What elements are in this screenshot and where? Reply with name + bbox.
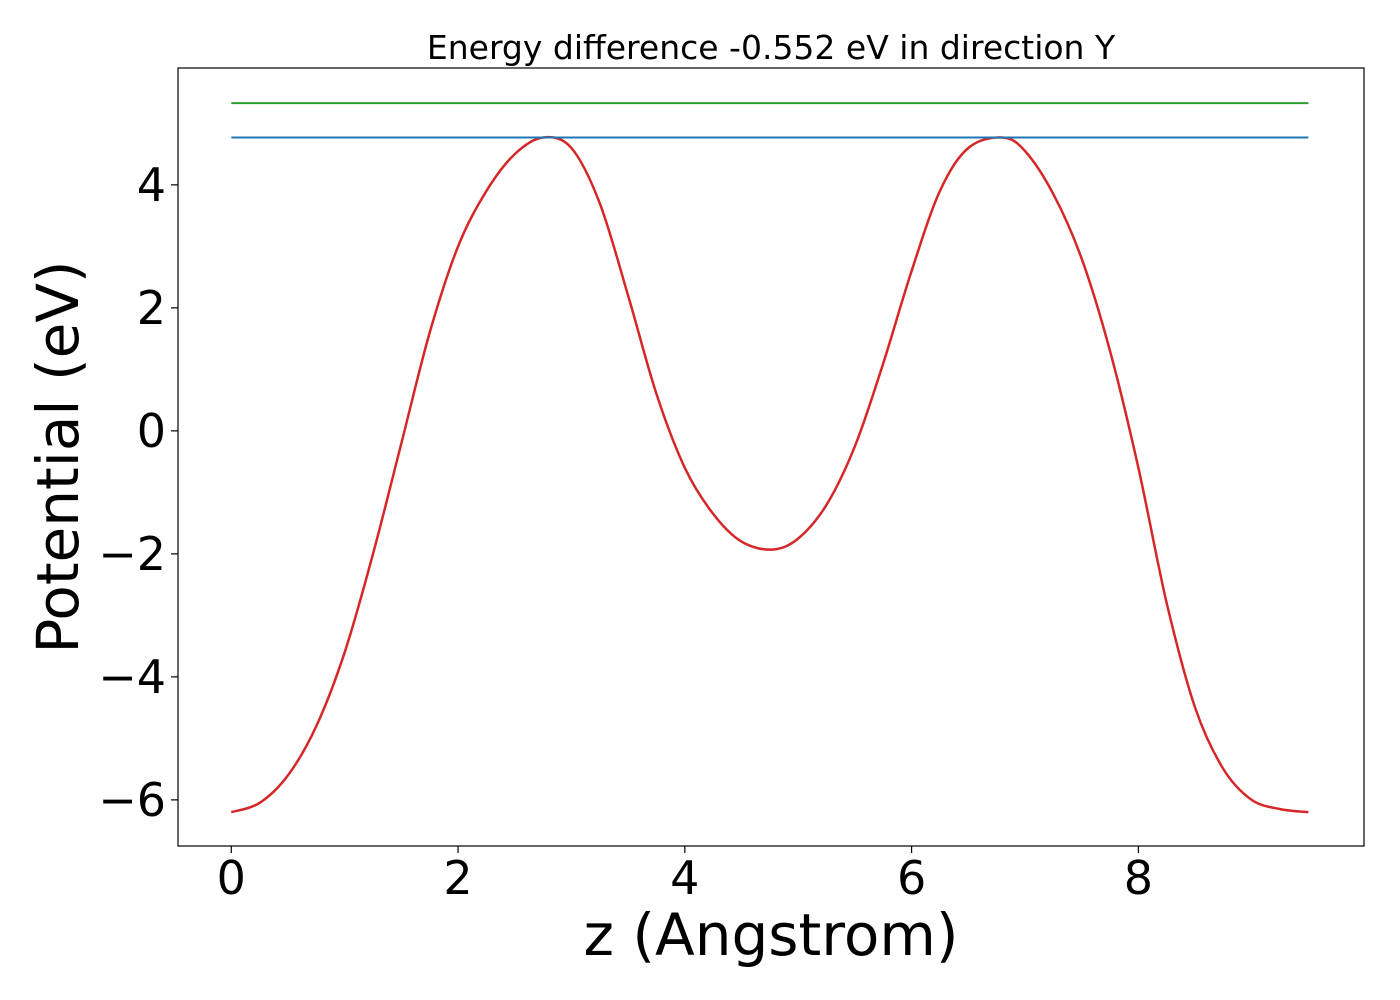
x-tick-label: 0 xyxy=(217,851,246,905)
axes-ticks: 0 2 4 6 8 −6 −4 −2 0 2 4 xyxy=(98,158,1153,905)
x-tick-label: 8 xyxy=(1124,851,1153,905)
y-tick-label: 0 xyxy=(137,404,166,458)
chart-title: Energy difference -0.552 eV in direction… xyxy=(427,28,1116,67)
x-tick-label: 6 xyxy=(897,851,926,905)
y-tick-label: 4 xyxy=(137,158,166,212)
potential-line xyxy=(230,135,1309,814)
y-tick-label: −6 xyxy=(98,773,166,827)
y-tick-label: −4 xyxy=(98,650,166,704)
plot-frame xyxy=(177,67,1365,847)
x-tick-label: 2 xyxy=(443,851,472,905)
plot-area xyxy=(230,102,1309,814)
y-tick-label: −2 xyxy=(98,527,166,581)
y-tick-label: 2 xyxy=(137,281,166,335)
x-axis-label: z (Angstrom) xyxy=(584,901,959,969)
y-axis-label: Potential (eV) xyxy=(24,260,92,653)
x-tick-label: 4 xyxy=(670,851,699,905)
